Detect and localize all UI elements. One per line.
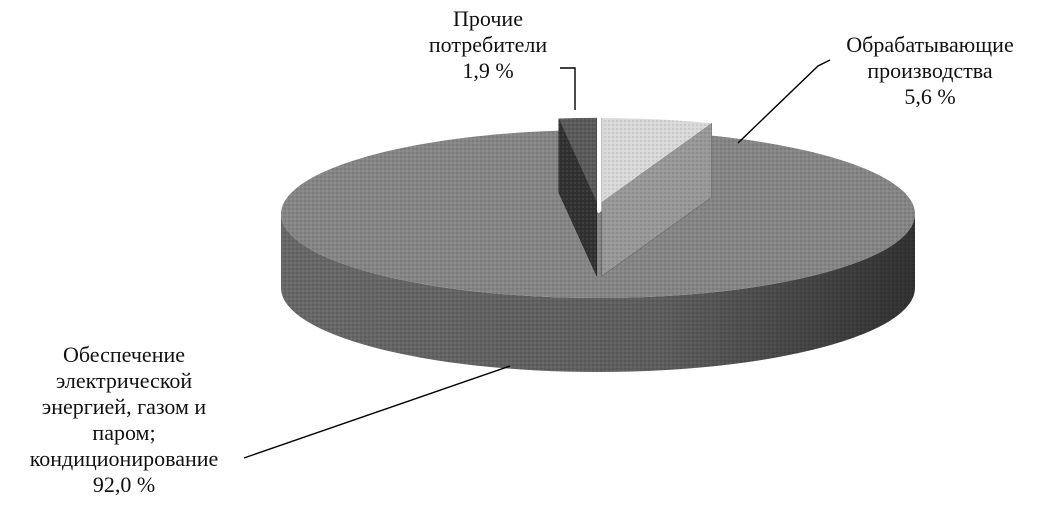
- slice-top-texture: [281, 130, 916, 298]
- slice-label-line: энергией, газом и: [42, 394, 207, 419]
- slice-label-line: потребители: [429, 32, 547, 57]
- pie-slice-0: [601, 118, 712, 277]
- slice-side-shade: [281, 214, 915, 372]
- slice-label-line: Обрабатывающие: [846, 32, 1013, 57]
- slice-label-line: паром;: [92, 420, 155, 445]
- slice-labels: Обрабатывающие производства 5,6 % Обеспечен…: [30, 6, 1014, 497]
- leader-line-1: [243, 365, 511, 459]
- slice-value: 92,0 %: [93, 472, 155, 497]
- slice-label-line: производства: [867, 58, 993, 83]
- slice-label-line: Обеспечение: [63, 342, 185, 367]
- pie-slice-1: [281, 130, 916, 372]
- slice-top-texture: [558, 117, 597, 202]
- slice-label-1: Обеспечение электрической энергией, газом …: [30, 342, 219, 497]
- slice-label-line: кондиционирование: [30, 446, 219, 471]
- slice-label-line: Прочие: [453, 6, 523, 31]
- leader-line-0: [737, 59, 831, 144]
- slice-label-line: электрической: [56, 368, 193, 393]
- slice-label-2: Прочие потребители 1,9 %: [429, 6, 547, 83]
- slice-value: 5,6 %: [904, 84, 955, 109]
- slice-cut-texture: [601, 123, 712, 277]
- pie-slices: [281, 117, 916, 372]
- slice-cut-texture: [558, 118, 597, 276]
- slice-top-texture: [601, 118, 712, 203]
- slice-value: 1,9 %: [462, 58, 513, 83]
- pie-slice-2: [558, 117, 597, 277]
- slice-label-0: Обрабатывающие производства 5,6 %: [846, 32, 1013, 109]
- leader-line-2: [560, 67, 576, 110]
